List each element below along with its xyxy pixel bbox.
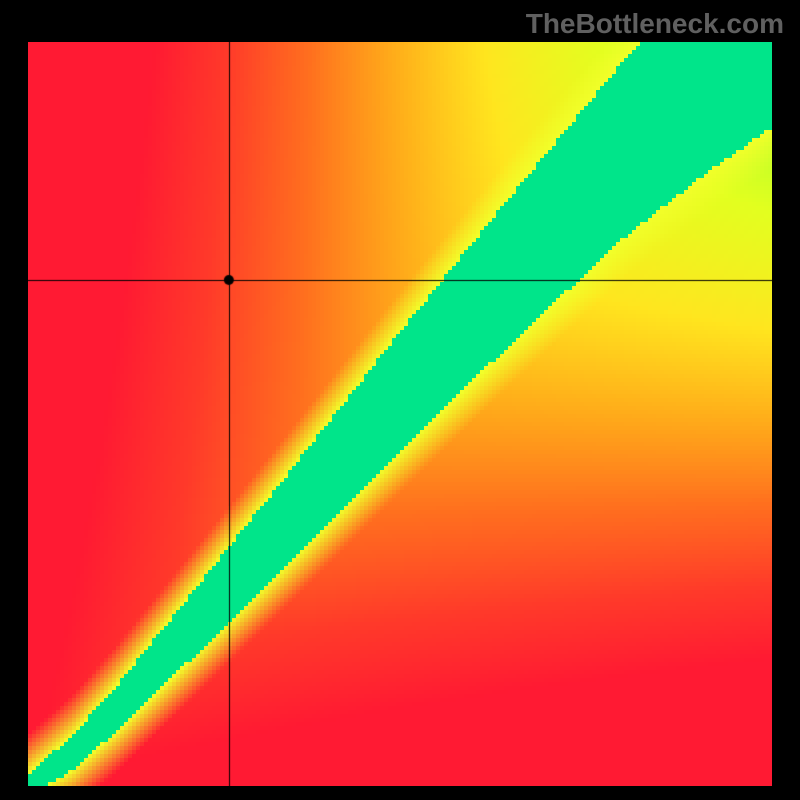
watermark-text: TheBottleneck.com bbox=[526, 8, 784, 40]
crosshair-overlay bbox=[28, 42, 772, 786]
plot-frame bbox=[28, 42, 772, 786]
page-root: TheBottleneck.com bbox=[0, 0, 800, 800]
